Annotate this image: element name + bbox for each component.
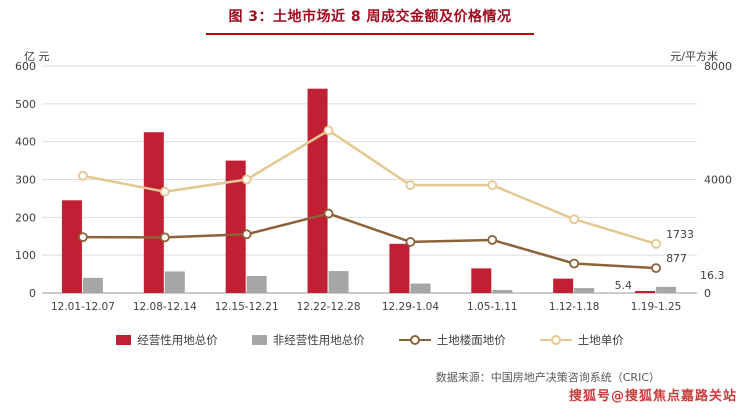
legend-marker-dot: [550, 335, 561, 345]
legend-item-noncommercial-total: 非经营性用地总价: [251, 332, 365, 348]
data-source-note: 数据来源：中国房地产决策咨询系统（CRIC）: [435, 371, 660, 384]
svg-text:12.15-12.21: 12.15-12.21: [215, 301, 279, 313]
svg-text:877: 877: [666, 252, 687, 265]
watermark-text: 搜狐号@搜狐焦点嘉路关站: [568, 389, 737, 404]
svg-text:1.12-1.18: 1.12-1.18: [549, 301, 600, 313]
svg-text:1733: 1733: [666, 228, 694, 241]
svg-text:200: 200: [15, 211, 36, 224]
svg-text:4000: 4000: [704, 174, 732, 187]
chart-plot-area: 0 100 200 300 400 500 600 0 4000 8000 12.01-12.07 1…: [15, 60, 732, 313]
legend-label: 经营性用地总价: [137, 333, 218, 347]
svg-text:400: 400: [15, 136, 36, 149]
svg-text:5.4: 5.4: [615, 279, 633, 292]
svg-text:300: 300: [15, 174, 36, 187]
legend-marker-dot: [409, 335, 420, 345]
svg-text:1.19-1.25: 1.19-1.25: [631, 301, 682, 313]
svg-text:12.29-1.04: 12.29-1.04: [382, 301, 440, 313]
legend-item-unit-price: 土地单价: [539, 332, 624, 348]
svg-text:0: 0: [29, 287, 36, 300]
left-axis-unit: 亿 元: [24, 50, 50, 63]
chart-legend: 经营性用地总价 非经营性用地总价 土地楼面地价 土地单价: [0, 332, 740, 348]
legend-item-floor-price: 土地楼面地价: [398, 332, 506, 348]
legend-label: 土地楼面地价: [436, 333, 506, 347]
legend-swatch-gray-bar: [251, 335, 267, 345]
svg-text:12.22-12.28: 12.22-12.28: [297, 301, 361, 313]
svg-text:100: 100: [15, 249, 36, 262]
legend-item-commercial-total: 经营性用地总价: [116, 332, 218, 348]
svg-text:1.05-1.11: 1.05-1.11: [467, 301, 518, 313]
legend-swatch-brown-line: [398, 335, 431, 345]
legend-label: 土地单价: [577, 333, 624, 347]
title-row: 图 3：土地市场近 8 周成交金额及价格情况: [0, 6, 740, 35]
legend-swatch-red-bar: [116, 335, 132, 345]
legend-label: 非经营性用地总价: [272, 333, 365, 347]
svg-text:12.08-12.14: 12.08-12.14: [133, 301, 197, 313]
svg-text:500: 500: [15, 98, 36, 111]
chart-title: 图 3：土地市场近 8 周成交金额及价格情况: [206, 6, 534, 35]
svg-text:600: 600: [15, 60, 36, 73]
svg-text:8000: 8000: [704, 60, 732, 73]
legend-swatch-tan-line: [539, 335, 572, 345]
right-axis-unit: 元/平方米: [670, 50, 718, 63]
svg-text:0: 0: [704, 287, 711, 300]
svg-text:12.01-12.07: 12.01-12.07: [51, 301, 115, 313]
svg-text:16.3: 16.3: [700, 269, 725, 282]
